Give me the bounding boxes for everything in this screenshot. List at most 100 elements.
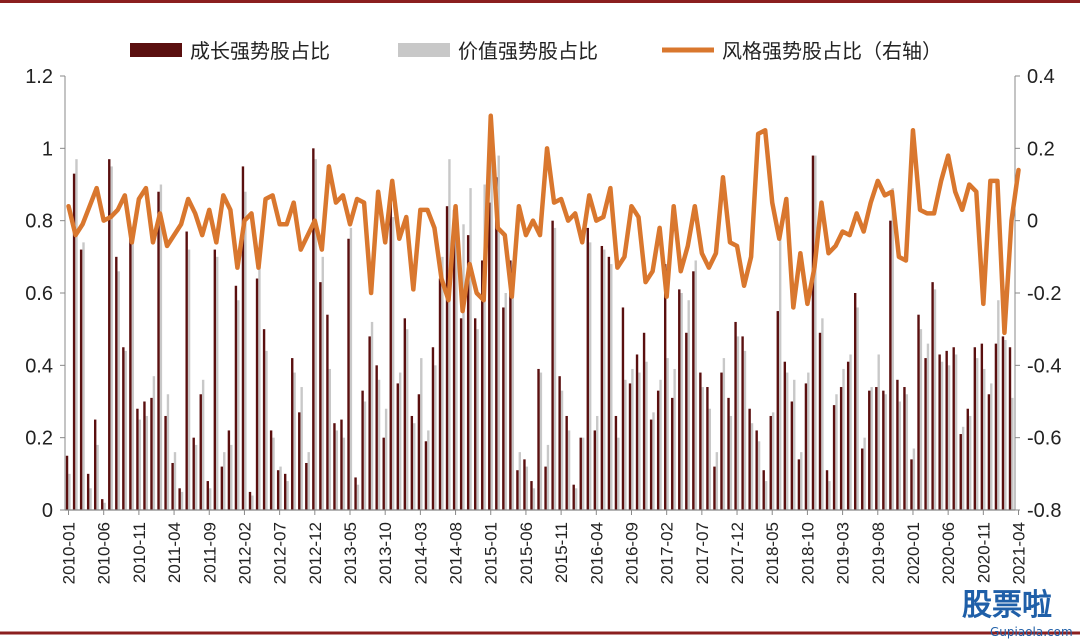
bar-value (335, 430, 339, 510)
bar-value (406, 329, 409, 510)
bar-growth (734, 321, 737, 510)
bar-growth (431, 347, 435, 510)
bar-value (884, 394, 887, 510)
y-tick-label-right: -0.6 (1027, 428, 1061, 450)
bar-growth (368, 336, 371, 510)
bar-growth (65, 455, 69, 510)
bar-value (954, 354, 958, 510)
bar-growth (621, 307, 625, 510)
bar-growth (551, 220, 554, 510)
bar-value (314, 159, 317, 510)
bar-growth (101, 499, 104, 510)
bar-growth (727, 397, 730, 510)
x-tick-label: 2017-02 (658, 522, 677, 584)
x-tick-label: 2014-03 (411, 522, 430, 584)
bar-value (131, 231, 134, 510)
bar-value (89, 488, 92, 510)
bar-value (849, 354, 852, 510)
bar-growth (417, 394, 421, 510)
bar-growth (994, 343, 998, 510)
series-style-line (66, 113, 1021, 336)
bar-growth (797, 459, 801, 510)
bar-growth (220, 466, 224, 510)
series-value-bars (68, 155, 1014, 511)
bar-value (448, 159, 451, 510)
bar-growth (255, 278, 259, 510)
bar-value (997, 300, 1000, 510)
bar-value (68, 473, 71, 510)
bar-growth (910, 459, 913, 510)
bar-value (96, 444, 99, 510)
bar-growth (122, 347, 125, 510)
bar-value (947, 365, 951, 510)
bar-growth (720, 372, 723, 510)
bar-growth (375, 365, 378, 510)
bar-growth (452, 209, 456, 511)
bar-growth (706, 387, 709, 510)
bar-value (968, 415, 972, 510)
x-tick-label: 2016-09 (623, 522, 642, 584)
bar-growth (952, 347, 955, 510)
bar-growth (889, 220, 892, 510)
bar-value (877, 354, 880, 510)
bar-value (905, 394, 909, 510)
bar-growth (713, 466, 716, 510)
x-tick-label: 2013-10 (376, 522, 395, 584)
x-tick-label: 2011-04 (165, 522, 184, 583)
bar-value (842, 368, 845, 510)
bar-growth (558, 376, 561, 510)
watermark-url: Gupiaola.com (990, 625, 1073, 639)
bar-growth (614, 415, 618, 510)
bar-value (624, 379, 627, 510)
y-tick-label-left: 0 (42, 500, 53, 522)
bar-value (638, 372, 641, 510)
bar-growth (466, 235, 470, 510)
bar-growth (762, 470, 765, 510)
x-tick-label: 2011-09 (200, 522, 219, 583)
bar-growth (924, 358, 927, 510)
bar-value (208, 488, 212, 510)
bar-growth (305, 462, 308, 510)
bar-growth (473, 318, 477, 510)
bar-value (828, 481, 831, 510)
bar-value (807, 372, 810, 510)
bar-growth (607, 256, 611, 510)
bar-value (983, 368, 986, 510)
bar-growth (861, 448, 864, 510)
bar-value (413, 423, 416, 510)
bar-value (680, 293, 683, 510)
bar-growth (987, 394, 991, 510)
bar-growth (93, 419, 97, 510)
y-axis-right: -0.8 -0.6 -0.4 -0.2 0 0.2 0.4 (1014, 66, 1061, 522)
bar-growth (157, 191, 160, 510)
bar-value (919, 329, 923, 510)
y-tick-label-right: -0.2 (1027, 283, 1061, 305)
bar-growth (818, 332, 822, 510)
bar-value (652, 412, 655, 510)
x-tick-label: 2014-08 (447, 522, 466, 584)
bar-value (617, 437, 620, 510)
bar-growth (291, 358, 294, 510)
bar-growth (312, 148, 315, 511)
legend-label-style: 风格强势股占比（右轴） (722, 39, 942, 63)
bar-value (180, 491, 184, 510)
bar-value (166, 394, 170, 510)
bar-growth (438, 278, 442, 510)
bar-value (356, 484, 360, 510)
bar-growth (129, 238, 132, 510)
x-tick-label: 2018-10 (798, 522, 817, 584)
bar-value (307, 452, 310, 510)
y-tick-label-left: 1 (42, 138, 53, 160)
bar-value (814, 155, 817, 511)
bar-value (272, 437, 275, 510)
bar-growth (509, 260, 512, 510)
bar-growth (79, 249, 83, 510)
bar-value (1011, 397, 1014, 510)
bar-value (476, 329, 479, 510)
bar-growth (868, 390, 871, 510)
bar-growth (811, 155, 815, 511)
bar-value (574, 488, 578, 510)
bar-growth (262, 329, 266, 510)
bar-value (152, 376, 156, 510)
